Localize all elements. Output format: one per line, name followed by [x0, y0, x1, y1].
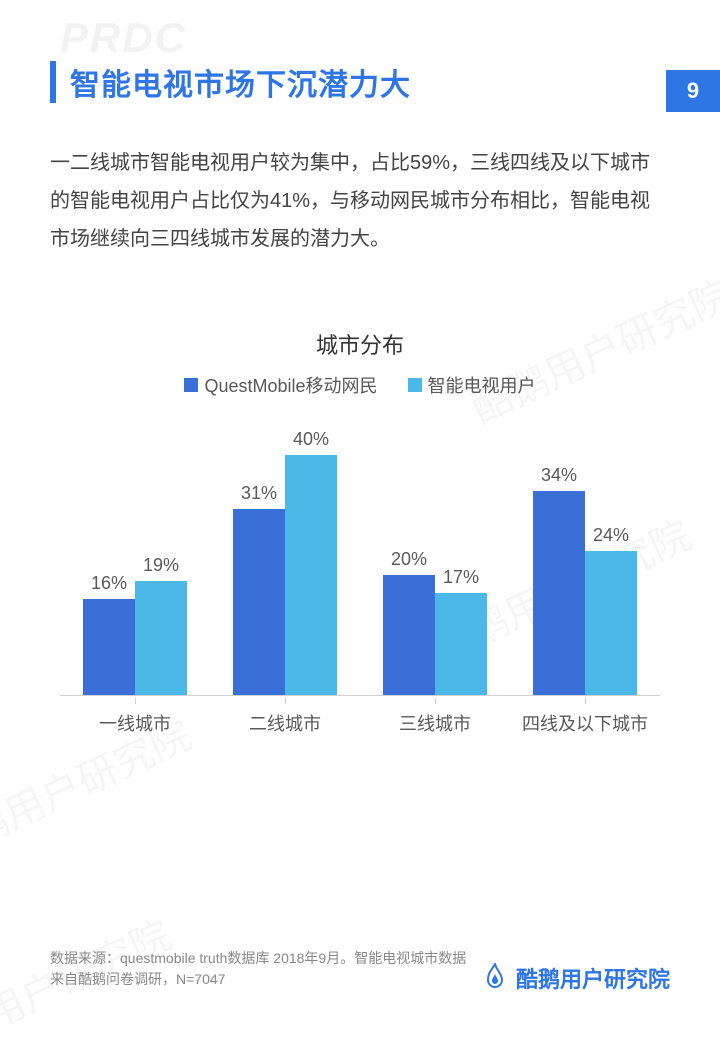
- bar: 24%: [585, 551, 637, 695]
- tick-mark: [285, 698, 286, 704]
- legend-item: 智能电视用户: [408, 372, 536, 398]
- title-accent-bar: [50, 61, 56, 103]
- bar-value-label: 40%: [285, 429, 337, 450]
- bar-value-label: 34%: [533, 465, 585, 486]
- x-tick: 三线城市: [360, 698, 510, 736]
- x-tick-label: 三线城市: [399, 714, 471, 734]
- legend-label: 智能电视用户: [428, 372, 536, 398]
- header: 智能电视市场下沉潜力大: [50, 60, 670, 104]
- bar-value-label: 20%: [383, 549, 435, 570]
- chart-plot: 16%19%31%40%20%17%34%24% 一线城市二线城市三线城市四线及…: [60, 426, 660, 736]
- bar-group: 31%40%: [210, 455, 360, 695]
- bar: 20%: [383, 575, 435, 695]
- bar-value-label: 19%: [135, 555, 187, 576]
- data-source-note: 数据来源：questmobile truth数据库 2018年9月。智能电视城市…: [50, 948, 470, 990]
- x-tick: 四线及以下城市: [510, 698, 660, 736]
- x-tick-label: 一线城市: [99, 714, 171, 734]
- legend-label: QuestMobile移动网民: [204, 372, 377, 398]
- x-tick-label: 四线及以下城市: [522, 714, 648, 734]
- x-tick: 二线城市: [210, 698, 360, 736]
- tick-mark: [585, 698, 586, 704]
- bar-value-label: 17%: [435, 567, 487, 588]
- description-paragraph: 一二线城市智能电视用户较为集中，占比59%，三线四线及以下城市的智能电视用户占比…: [50, 144, 670, 258]
- page-number-badge: 9: [666, 70, 720, 112]
- bar: 17%: [435, 593, 487, 695]
- x-tick: 一线城市: [60, 698, 210, 736]
- bar: 34%: [533, 491, 585, 695]
- bar-value-label: 24%: [585, 525, 637, 546]
- page-title: 智能电视市场下沉潜力大: [70, 60, 411, 104]
- legend-item: QuestMobile移动网民: [184, 372, 377, 398]
- prdc-watermark: PRDC: [60, 14, 187, 62]
- chart-title: 城市分布: [50, 328, 670, 360]
- bar: 40%: [285, 455, 337, 695]
- footer-brand-text: 酷鹅用户研究院: [516, 962, 670, 994]
- slide-page: PRDC 酷鹅用户研究院 酷鹅用户研究院 酷鹅用户研究院 酷鹅用户研究院 智能电…: [0, 0, 720, 1040]
- footer-brand: 酷鹅用户研究院: [482, 962, 670, 994]
- tick-mark: [135, 698, 136, 704]
- tick-mark: [435, 698, 436, 704]
- bar-group: 16%19%: [60, 581, 210, 695]
- x-tick-label: 二线城市: [249, 714, 321, 734]
- chart-container: 城市分布 QuestMobile移动网民智能电视用户 16%19%31%40%2…: [50, 328, 670, 736]
- chart-legend: QuestMobile移动网民 智能电视用户: [50, 372, 670, 398]
- bar-group: 34%24%: [510, 491, 660, 695]
- bar: 19%: [135, 581, 187, 695]
- legend-swatch: [408, 378, 422, 392]
- x-axis: 一线城市 二线城市 三线城市 四线及以下城市: [60, 696, 660, 736]
- bar: 16%: [83, 599, 135, 695]
- bar: 31%: [233, 509, 285, 695]
- bar-value-label: 16%: [83, 573, 135, 594]
- legend-swatch: [184, 378, 198, 392]
- bar-value-label: 31%: [233, 483, 285, 504]
- bar-group: 20%17%: [360, 575, 510, 695]
- flame-icon: [482, 963, 508, 993]
- plot-area: 16%19%31%40%20%17%34%24%: [60, 426, 660, 696]
